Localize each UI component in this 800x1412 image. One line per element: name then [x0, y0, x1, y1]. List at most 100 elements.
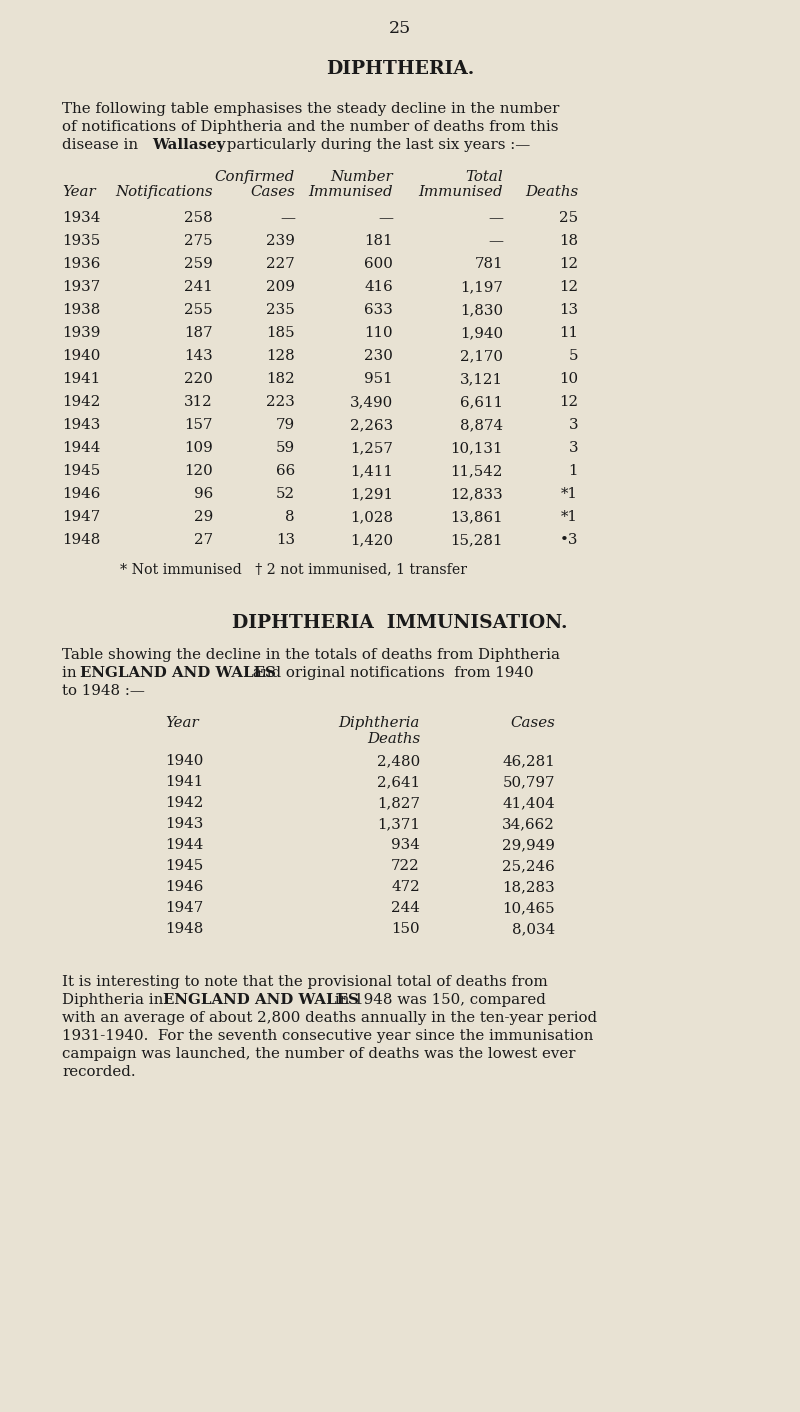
Text: disease in: disease in [62, 138, 143, 152]
Text: 2,170: 2,170 [460, 349, 503, 363]
Text: 1939: 1939 [62, 326, 100, 340]
Text: 1,420: 1,420 [350, 532, 393, 546]
Text: 1943: 1943 [62, 418, 100, 432]
Text: 1931-1940.  For the seventh consecutive year since the immunisation: 1931-1940. For the seventh consecutive y… [62, 1029, 594, 1043]
Text: 3,121: 3,121 [460, 371, 503, 385]
Text: 1936: 1936 [62, 257, 100, 271]
Text: 29,949: 29,949 [502, 837, 555, 851]
Text: 12: 12 [559, 257, 578, 271]
Text: 951: 951 [364, 371, 393, 385]
Text: with an average of about 2,800 deaths annually in the ten-year period: with an average of about 2,800 deaths an… [62, 1011, 597, 1025]
Text: —: — [488, 234, 503, 249]
Text: *1: *1 [561, 510, 578, 524]
Text: 1943: 1943 [165, 818, 203, 832]
Text: 29: 29 [194, 510, 213, 524]
Text: 1948: 1948 [62, 532, 100, 546]
Text: 182: 182 [266, 371, 295, 385]
Text: 25,246: 25,246 [502, 858, 555, 873]
Text: 46,281: 46,281 [502, 754, 555, 768]
Text: 1,257: 1,257 [350, 441, 393, 455]
Text: 25: 25 [389, 20, 411, 37]
Text: 241: 241 [184, 280, 213, 294]
Text: Deaths: Deaths [525, 185, 578, 199]
Text: 1948: 1948 [165, 922, 203, 936]
Text: 79: 79 [276, 418, 295, 432]
Text: 181: 181 [364, 234, 393, 249]
Text: 1,827: 1,827 [377, 796, 420, 810]
Text: 12,833: 12,833 [450, 487, 503, 501]
Text: 275: 275 [184, 234, 213, 249]
Text: 10,465: 10,465 [502, 901, 555, 915]
Text: 1946: 1946 [62, 487, 100, 501]
Text: ENGLAND AND WALES: ENGLAND AND WALES [163, 993, 359, 1007]
Text: Immunised: Immunised [308, 185, 393, 199]
Text: 13: 13 [276, 532, 295, 546]
Text: 1945: 1945 [165, 858, 203, 873]
Text: 1937: 1937 [62, 280, 100, 294]
Text: 15,281: 15,281 [450, 532, 503, 546]
Text: particularly during the last six years :—: particularly during the last six years :… [222, 138, 530, 152]
Text: 227: 227 [266, 257, 295, 271]
Text: 110: 110 [364, 326, 393, 340]
Text: 3,490: 3,490 [350, 395, 393, 409]
Text: and original notifications  from 1940: and original notifications from 1940 [248, 666, 534, 681]
Text: Total: Total [466, 169, 503, 184]
Text: to 1948 :—: to 1948 :— [62, 683, 145, 698]
Text: Table showing the decline in the totals of deaths from Diphtheria: Table showing the decline in the totals … [62, 648, 560, 662]
Text: 1944: 1944 [62, 441, 100, 455]
Text: DIPHTHERIA.: DIPHTHERIA. [326, 59, 474, 78]
Text: 50,797: 50,797 [502, 775, 555, 789]
Text: 1938: 1938 [62, 304, 100, 318]
Text: 1944: 1944 [165, 837, 203, 851]
Text: 13: 13 [559, 304, 578, 318]
Text: 1941: 1941 [165, 775, 203, 789]
Text: 223: 223 [266, 395, 295, 409]
Text: 2,641: 2,641 [377, 775, 420, 789]
Text: in 1948 was 150, compared: in 1948 was 150, compared [330, 993, 546, 1007]
Text: 11,542: 11,542 [450, 465, 503, 479]
Text: 8: 8 [286, 510, 295, 524]
Text: 13,861: 13,861 [450, 510, 503, 524]
Text: Deaths: Deaths [366, 731, 420, 746]
Text: 255: 255 [184, 304, 213, 318]
Text: 722: 722 [391, 858, 420, 873]
Text: 11: 11 [559, 326, 578, 340]
Text: 18,283: 18,283 [502, 880, 555, 894]
Text: 1947: 1947 [165, 901, 203, 915]
Text: 1,371: 1,371 [377, 818, 420, 832]
Text: 187: 187 [184, 326, 213, 340]
Text: Wallasey: Wallasey [152, 138, 226, 152]
Text: 8,034: 8,034 [512, 922, 555, 936]
Text: 150: 150 [391, 922, 420, 936]
Text: 52: 52 [276, 487, 295, 501]
Text: —: — [378, 210, 393, 225]
Text: 239: 239 [266, 234, 295, 249]
Text: 258: 258 [184, 210, 213, 225]
Text: 185: 185 [266, 326, 295, 340]
Text: 6,611: 6,611 [460, 395, 503, 409]
Text: Cases: Cases [250, 185, 295, 199]
Text: 143: 143 [184, 349, 213, 363]
Text: ENGLAND AND WALES: ENGLAND AND WALES [80, 666, 276, 681]
Text: 10: 10 [559, 371, 578, 385]
Text: Diphtheria: Diphtheria [338, 716, 420, 730]
Text: 781: 781 [474, 257, 503, 271]
Text: 244: 244 [391, 901, 420, 915]
Text: 12: 12 [559, 280, 578, 294]
Text: 1,028: 1,028 [350, 510, 393, 524]
Text: Cases: Cases [510, 716, 555, 730]
Text: 2,263: 2,263 [350, 418, 393, 432]
Text: 1935: 1935 [62, 234, 100, 249]
Text: —: — [280, 210, 295, 225]
Text: 1,830: 1,830 [460, 304, 503, 318]
Text: 1940: 1940 [165, 754, 203, 768]
Text: 5: 5 [569, 349, 578, 363]
Text: 2,480: 2,480 [377, 754, 420, 768]
Text: Year: Year [165, 716, 198, 730]
Text: Immunised: Immunised [418, 185, 503, 199]
Text: Diphtheria in: Diphtheria in [62, 993, 168, 1007]
Text: Confirmed: Confirmed [214, 169, 295, 184]
Text: 120: 120 [184, 465, 213, 479]
Text: 934: 934 [391, 837, 420, 851]
Text: 1945: 1945 [62, 465, 100, 479]
